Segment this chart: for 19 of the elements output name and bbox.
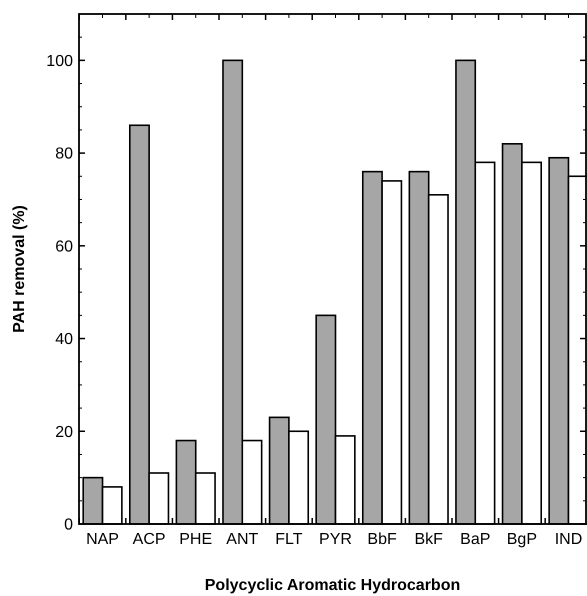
x-tick-label: FLT	[275, 531, 303, 548]
y-axis-title: PAH removal (%)	[11, 205, 28, 333]
x-tick-label: IND	[554, 531, 582, 548]
x-axis-title: Polycyclic Aromatic Hydrocarbon	[204, 577, 460, 594]
x-tick-label: BaP	[460, 531, 490, 548]
y-tick-label: 20	[55, 424, 74, 441]
x-tick-label: NAP	[86, 531, 119, 548]
x-tick-label: ANT	[226, 531, 259, 548]
y-tick-label: 40	[55, 331, 74, 348]
y-tick-label: 80	[55, 146, 74, 163]
x-tick-label: ACP	[132, 531, 166, 548]
x-tick-label: BgP	[506, 531, 537, 548]
y-tick-label: 100	[46, 52, 74, 70]
x-tick-label: BbF	[367, 531, 397, 548]
y-tick-label: 0	[64, 516, 74, 534]
x-tick-label: BkF	[414, 531, 444, 548]
x-tick-label: PHE	[179, 531, 212, 548]
y-tick-label: 60	[55, 238, 74, 256]
x-tick-label: PYR	[319, 531, 352, 548]
